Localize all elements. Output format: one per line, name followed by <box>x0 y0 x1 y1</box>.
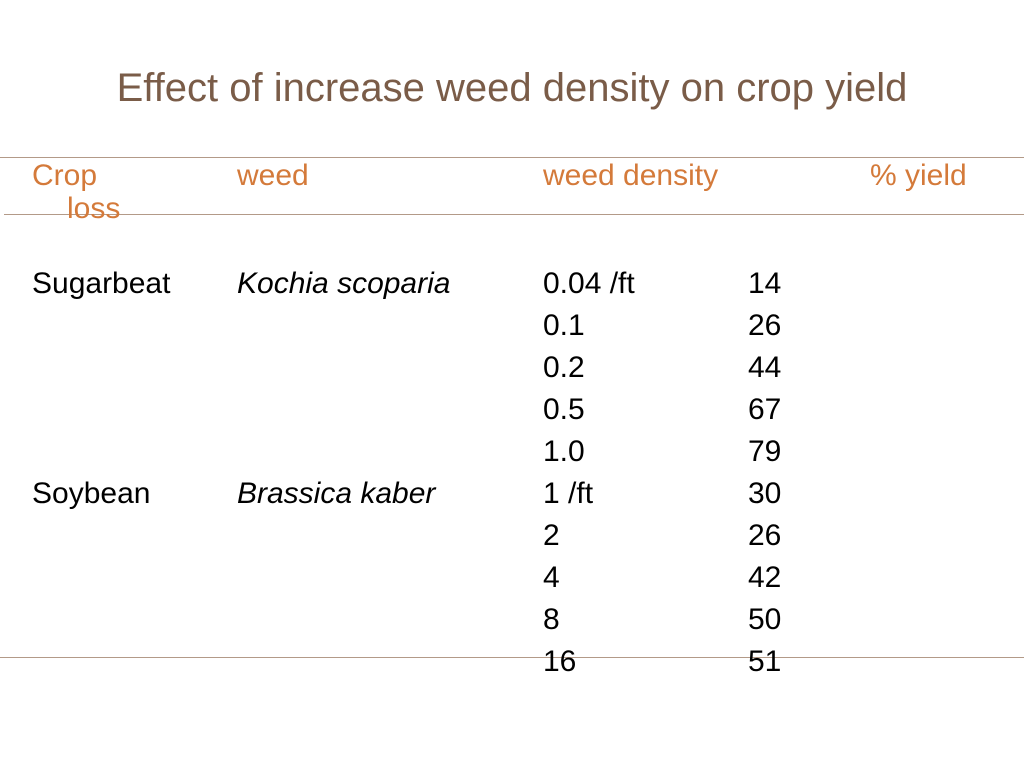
density-value: 0.04 /ft <box>543 267 635 300</box>
table-bottom-rule <box>0 657 1024 658</box>
yield-loss-value: 67 <box>748 393 782 426</box>
yield-loss-value: 44 <box>748 351 782 384</box>
density-value: 1.0 <box>543 435 585 468</box>
header-yield-loss: % yield <box>870 159 967 192</box>
density-value: 0.5 <box>543 393 585 426</box>
crop-name: Sugarbeat <box>32 267 171 300</box>
weed-species: Brassica kaber <box>237 477 436 510</box>
table-top-rule <box>0 157 1024 158</box>
yield-loss-value: 26 <box>748 309 782 342</box>
yield-loss-value: 79 <box>748 435 782 468</box>
crop-name: Soybean <box>32 477 151 510</box>
header-weed: weed <box>237 159 309 192</box>
density-value: 8 <box>543 603 560 636</box>
yield-loss-value: 42 <box>748 561 782 594</box>
density-value: 2 <box>543 519 560 552</box>
yield-loss-value: 50 <box>748 603 782 636</box>
density-value: 1 /ft <box>543 477 594 510</box>
density-value: 16 <box>543 645 577 678</box>
header-yield-loss-wrap: loss <box>67 192 121 225</box>
slide-title: Effect of increase weed density on crop … <box>116 66 908 110</box>
weed-species: Kochia scoparia <box>237 267 451 300</box>
yield-loss-value: 30 <box>748 477 782 510</box>
header-rule <box>4 214 1024 215</box>
header-weed-density: weed density <box>543 159 719 192</box>
density-value: 0.1 <box>543 309 585 342</box>
density-value: 0.2 <box>543 351 585 384</box>
yield-loss-value: 51 <box>748 645 782 678</box>
yield-loss-value: 14 <box>748 267 782 300</box>
header-crop: Crop <box>32 159 98 192</box>
density-value: 4 <box>543 561 560 594</box>
yield-loss-value: 26 <box>748 519 782 552</box>
